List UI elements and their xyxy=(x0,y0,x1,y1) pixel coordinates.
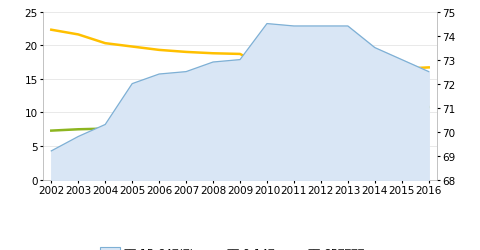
Legend: 比例:15-64岁(右), 比例:0-14岁, 比例:65岁及以上: 比例:15-64岁(右), 比例:0-14岁, 比例:65岁及以上 xyxy=(96,243,369,250)
